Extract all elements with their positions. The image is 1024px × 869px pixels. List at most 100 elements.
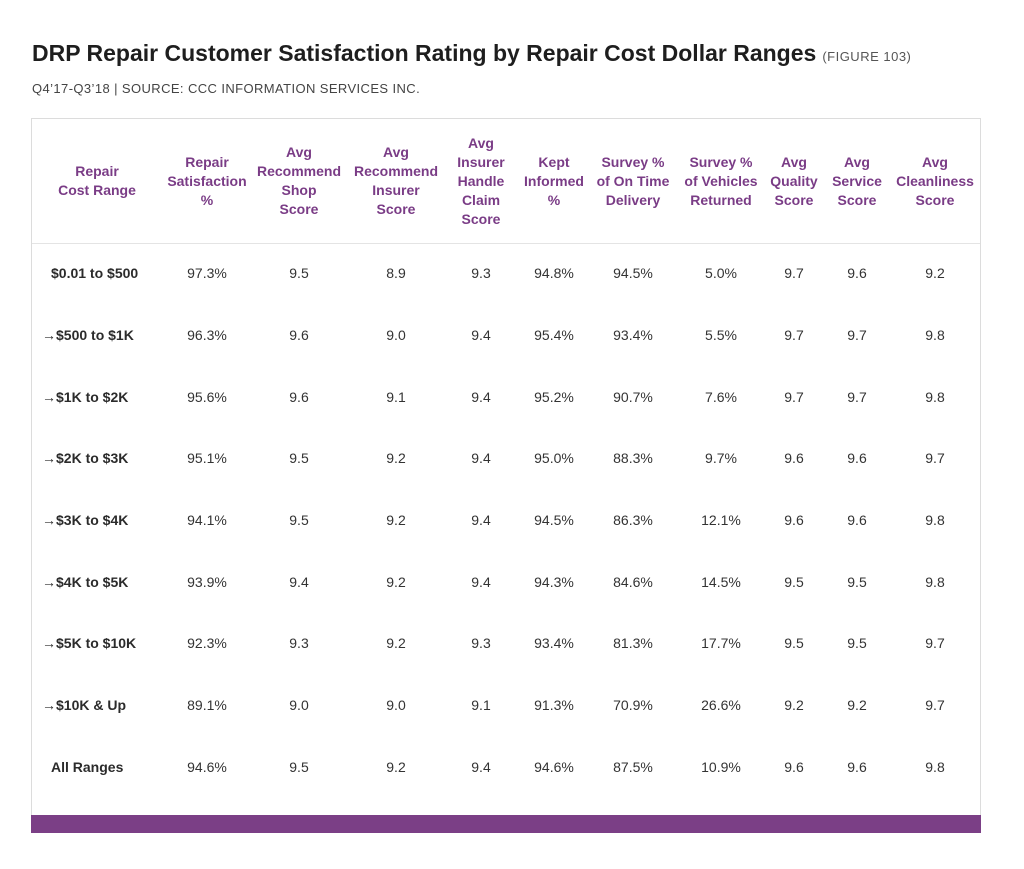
table-cell: 9.3 [471, 635, 491, 651]
table-cell: 9.8 [925, 759, 945, 775]
table-cell: 9.2 [386, 759, 406, 775]
column-header-line: Recommend [256, 163, 342, 179]
table-cell: 90.7% [613, 389, 653, 405]
column-header-line: Avg [922, 153, 948, 170]
table-cell: 97.3% [187, 265, 227, 281]
table-cell: 9.4 [289, 574, 309, 590]
table-cell: 9.2 [386, 512, 406, 528]
row-label: →$3K to $4K [42, 512, 129, 528]
column-header-line: Score [376, 201, 416, 217]
table-cell: 88.3% [613, 450, 653, 466]
table-cell: 9.6 [289, 389, 309, 405]
table-cell: 95.0% [534, 450, 574, 466]
table-cell: 9.5 [289, 450, 309, 466]
table-cell: 94.3% [534, 574, 574, 590]
table-cell: 92.3% [187, 635, 227, 651]
row-label: All Ranges [51, 759, 124, 775]
column-header-line: Returned [690, 191, 752, 208]
column-header-line: Survey % [601, 153, 665, 170]
column-header: Avg Recommend Shop Score [251, 119, 347, 243]
column-header: Repair Satisfaction% [161, 119, 253, 243]
table-cell: 9.7 [925, 635, 945, 651]
table-cell: 9.5 [289, 759, 309, 775]
column-header: Survey % of On Time Delivery [590, 119, 676, 243]
table-cell: 9.6 [289, 327, 309, 343]
column-header: Repair Cost Range [42, 119, 152, 243]
column-header-line: Satisfaction [167, 172, 247, 189]
table-cell: 9.3 [471, 265, 491, 281]
table-cell: 93.4% [534, 635, 574, 651]
table-cell: 9.8 [925, 512, 945, 528]
table-cell: 94.5% [613, 265, 653, 281]
column-header-line: Cleanliness [896, 172, 974, 189]
chart-title-text: DRP Repair Customer Satisfaction Rating … [32, 40, 817, 66]
table-cell: 9.7 [784, 327, 804, 343]
column-header-line: Avg [468, 134, 494, 151]
table-cell: 89.1% [187, 697, 227, 713]
column-header: Kept Informed% [519, 119, 589, 243]
table-cell: 9.7 [925, 450, 945, 466]
column-header-line: Quality [770, 172, 818, 189]
column-header-line: Avg [286, 144, 312, 160]
table-cell: 9.6 [847, 759, 867, 775]
column-header-line: Handle [457, 172, 505, 189]
column-header: Avg Service Score [826, 119, 888, 243]
table-cell: 10.9% [701, 759, 741, 775]
table-cell: 9.2 [784, 697, 804, 713]
table-cell: 9.1 [386, 389, 406, 405]
column-header: Avg Insurer Handle Claim Score [446, 119, 516, 243]
column-header-line: Score [837, 191, 877, 208]
table-cell: 9.6 [847, 512, 867, 528]
data-table: Repair Cost Range Repair Satisfaction% Avg Re… [31, 118, 981, 815]
table-cell: 9.4 [471, 389, 491, 405]
table-cell: 95.4% [534, 327, 574, 343]
column-header-line: Cost Range [58, 182, 136, 198]
column-header-line: Recommend [353, 163, 439, 179]
table-cell: 95.2% [534, 389, 574, 405]
table-cell: 9.4 [471, 327, 491, 343]
table-cell: 9.8 [925, 574, 945, 590]
column-header-line: Score [461, 210, 501, 227]
table-cell: 70.9% [613, 697, 653, 713]
column-header: Survey % of Vehicles Returned [675, 119, 767, 243]
row-label: →$4K to $5K [42, 574, 129, 590]
row-label: →$10K & Up [42, 697, 127, 713]
column-header: Avg Recommend Insurer Score [348, 119, 444, 243]
table-cell: 9.0 [386, 697, 406, 713]
table-cell: 9.6 [784, 512, 804, 528]
table-cell: 81.3% [613, 635, 653, 651]
table-cell: 9.6 [784, 450, 804, 466]
table-cell: 9.6 [847, 265, 867, 281]
column-header: Avg Quality Score [765, 119, 823, 243]
column-header-line: of Vehicles [684, 172, 758, 189]
table-cell: 86.3% [613, 512, 653, 528]
figure-label: (FIGURE 103) [822, 49, 912, 64]
table-cell: 5.0% [705, 265, 737, 281]
table-cell: 84.6% [613, 574, 653, 590]
column-header-line: Survey % [689, 153, 753, 170]
column-header-line: Score [279, 201, 319, 217]
chart-title: DRP Repair Customer Satisfaction Rating … [32, 40, 911, 67]
row-label: →$500 to $1K [42, 327, 134, 343]
table-cell: 9.2 [847, 697, 867, 713]
table-cell: 9.2 [386, 635, 406, 651]
column-header-line: Repair [185, 153, 229, 170]
table-cell: 26.6% [701, 697, 741, 713]
row-label: →$1K to $2K [42, 389, 129, 405]
table-cell: 94.5% [534, 512, 574, 528]
table-cell: 9.4 [471, 450, 491, 466]
table-cell: 8.9 [386, 265, 406, 281]
column-header-line: Insurer [457, 153, 505, 170]
header-divider [32, 243, 980, 244]
table-cell: 9.0 [386, 327, 406, 343]
table-cell: 87.5% [613, 759, 653, 775]
table-cell: 9.5 [847, 635, 867, 651]
table-cell: 5.5% [705, 327, 737, 343]
column-header-line: Insurer [372, 182, 420, 198]
column-header-line: % [547, 191, 561, 208]
row-label: →$5K to $10K [42, 635, 137, 651]
column-header-line: Score [774, 191, 814, 208]
footer-bar [31, 815, 981, 833]
table-cell: 9.5 [784, 635, 804, 651]
table-cell: 9.7 [784, 265, 804, 281]
